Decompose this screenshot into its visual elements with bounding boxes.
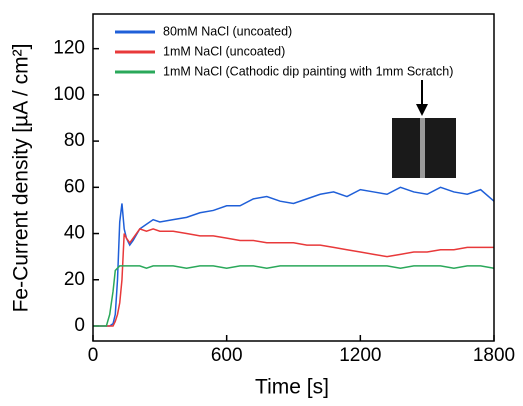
legend-label: 80mM NaCl (uncoated) (163, 24, 292, 38)
y-tick-label: 100 (53, 84, 85, 105)
y-tick-label: 40 (64, 223, 85, 244)
x-tick-label: 1800 (473, 345, 515, 366)
inset-photo (392, 80, 456, 178)
y-tick-label: 60 (64, 176, 85, 197)
y-tick-label: 120 (53, 38, 85, 59)
y-axis-label: Fe-Current density [µA / cm²] (10, 44, 33, 313)
x-tick-label: 1200 (339, 345, 381, 366)
x-axis-label: Time [s] (255, 376, 329, 399)
legend-label: 1mM NaCl (Cathodic dip painting with 1mm… (163, 64, 453, 78)
y-tick-label: 0 (74, 315, 85, 336)
series-line (93, 228, 494, 327)
legend-label: 1mM NaCl (uncoated) (163, 44, 285, 58)
x-tick-label: 600 (211, 345, 243, 366)
series-line (93, 265, 495, 327)
series-line (93, 186, 495, 327)
y-tick-label: 80 (64, 130, 85, 151)
x-tick-label: 0 (88, 345, 99, 366)
plot-frame (92, 13, 495, 342)
y-tick-label: 20 (64, 269, 85, 290)
